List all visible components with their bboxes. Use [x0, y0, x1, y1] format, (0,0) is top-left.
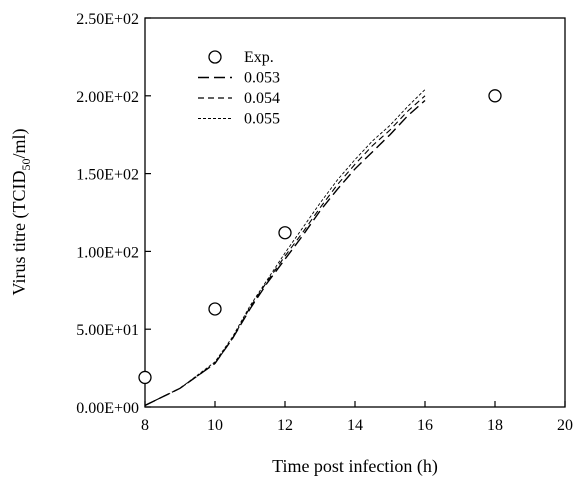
plot-area: [144, 17, 566, 408]
y-axis-label: Virus titre (TCID50/ml): [9, 129, 33, 296]
x-tick-label: 16: [417, 417, 433, 434]
legend: Exp. 0.053 0.054 0.055: [198, 49, 280, 128]
x-tick-label: 14: [347, 417, 363, 434]
y-tick-label: 0.00E+00: [76, 400, 139, 417]
y-tick-label: 1.00E+02: [76, 244, 139, 261]
legend-label: 0.053: [244, 70, 280, 87]
x-axis: 8 10 12 14 16 18 20: [141, 401, 573, 434]
x-tick-label: 12: [277, 417, 293, 434]
legend-label: 0.055: [244, 111, 280, 128]
x-tick-label: 20: [557, 417, 573, 434]
x-tick-label: 8: [141, 417, 149, 434]
y-tick-label: 1.50E+02: [76, 167, 139, 184]
exp-data-point: [488, 89, 502, 103]
series-line-2: [144, 95, 426, 406]
legend-marker-exp: [208, 50, 222, 64]
series-line-1: [144, 99, 426, 407]
series-line-3: [144, 89, 426, 406]
y-tick-label: 5.00E+01: [76, 322, 139, 339]
y-tick-label: 2.00E+02: [76, 89, 139, 106]
y-axis-label-suffix: /ml): [9, 129, 30, 159]
series-layer: [138, 89, 502, 407]
exp-data-point: [208, 302, 222, 316]
x-tick-label: 10: [207, 417, 223, 434]
y-tick-label: 2.50E+02: [76, 11, 139, 28]
y-axis: 0.00E+00 5.00E+01 1.00E+02 1.50E+02 2.00E+02…: [76, 11, 151, 417]
x-tick-label: 18: [487, 417, 503, 434]
legend-label: 0.054: [244, 90, 280, 107]
legend-label: Exp.: [244, 49, 274, 66]
exp-data-point: [278, 226, 292, 240]
y-axis-label-sub: 50: [19, 159, 33, 171]
exp-data-point: [138, 370, 152, 385]
y-axis-label-prefix: Virus titre (TCID: [9, 171, 30, 296]
x-axis-label: Time post infection (h): [272, 456, 438, 477]
plot-frame: [144, 17, 566, 408]
